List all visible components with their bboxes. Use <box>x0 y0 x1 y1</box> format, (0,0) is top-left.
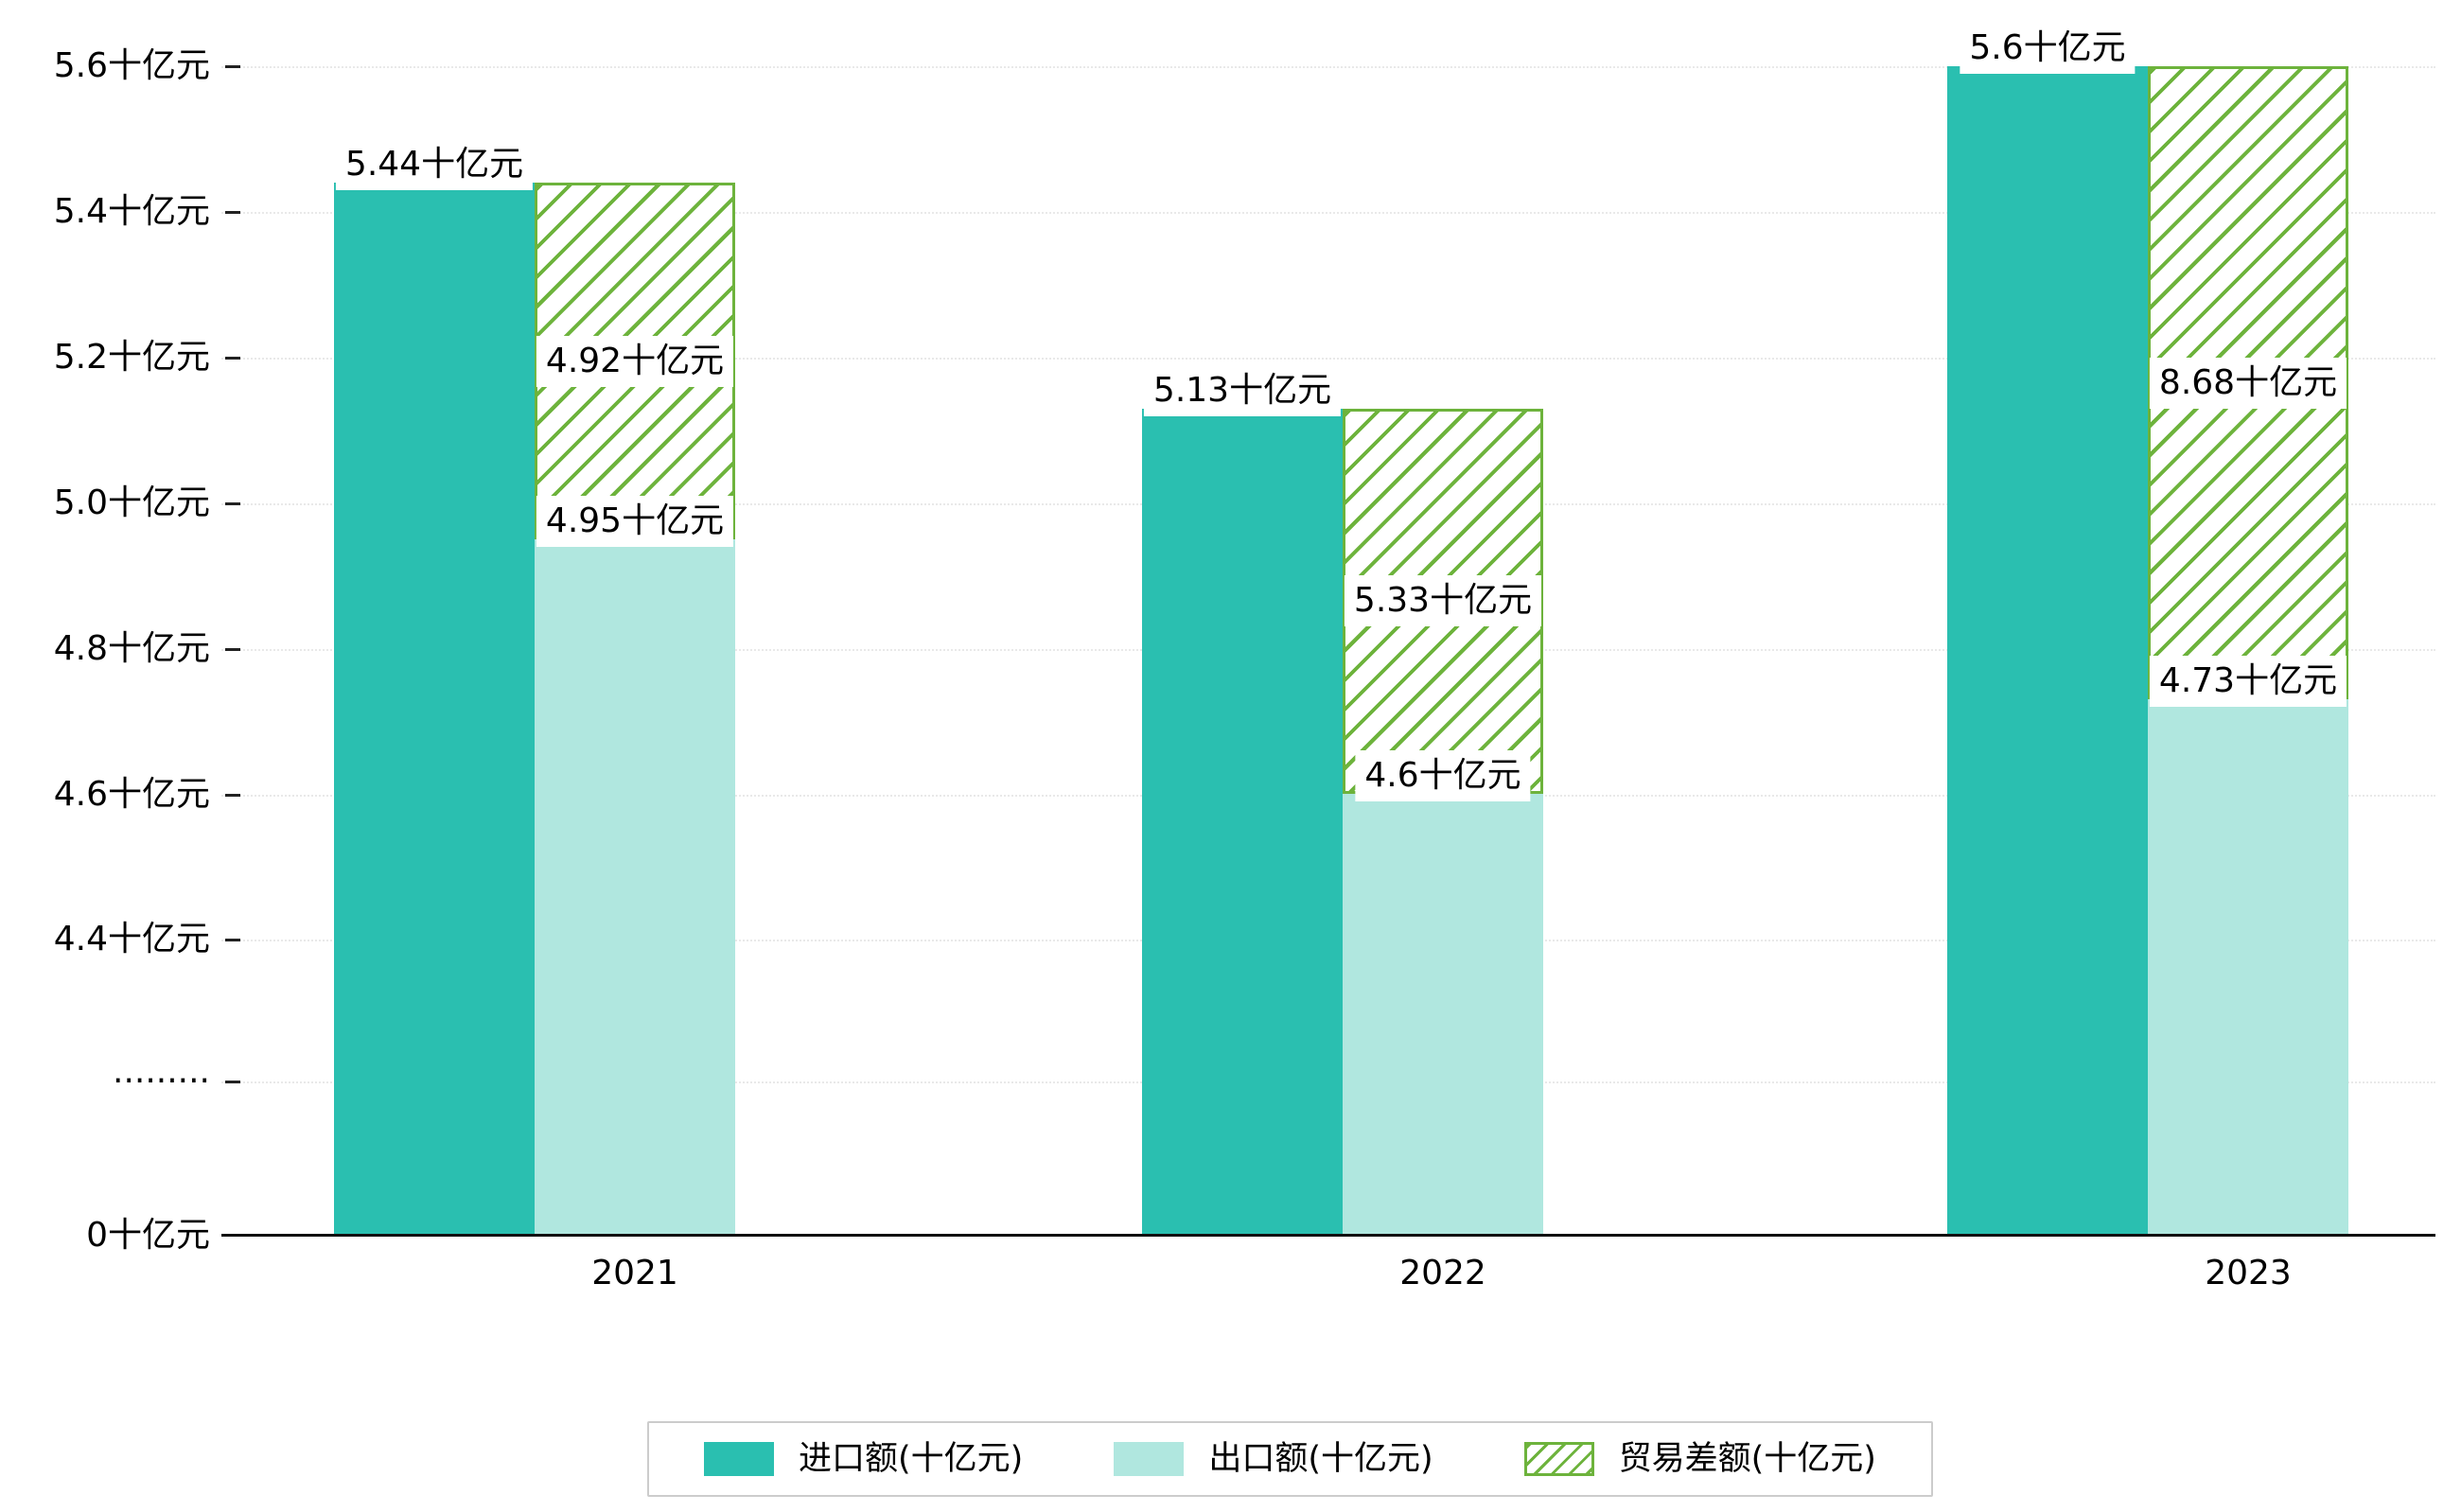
import-value-label: 5.6十亿元 <box>1960 23 2136 75</box>
y-gridline <box>221 358 2435 360</box>
y-axis-tick-label: 5.0十亿元 <box>53 483 210 522</box>
y-axis-tick-label: 4.4十亿元 <box>53 920 210 958</box>
legend-label: 进口额(十亿元) <box>799 1439 1024 1478</box>
x-axis-tick-label: 2022 <box>1399 1254 1486 1292</box>
legend-label: 贸易差额(十亿元) <box>1618 1439 1876 1478</box>
import-bar <box>1142 408 1343 1236</box>
y-axis-tick-mark <box>225 211 240 214</box>
legend-item-1: 出口额(十亿元) <box>1114 1442 1433 1476</box>
y-axis-tick-mark <box>225 794 240 797</box>
legend-swatch-hatched <box>1523 1442 1594 1476</box>
export-bar <box>2148 699 2348 1236</box>
y-axis-tick-mark <box>225 65 240 68</box>
y-axis-tick-mark <box>225 648 240 651</box>
legend-item-2: 贸易差额(十亿元) <box>1523 1439 1876 1478</box>
y-axis-tick-mark <box>225 1081 240 1083</box>
y-axis-tick-mark <box>225 502 240 505</box>
y-axis-tick-label: 0十亿元 <box>86 1216 210 1255</box>
legend-label: 出口额(十亿元) <box>1208 1439 1433 1478</box>
x-axis-tick-label: 2021 <box>591 1254 678 1292</box>
export-bar <box>1343 794 1543 1236</box>
y-gridline <box>221 66 2435 68</box>
trade-balance-value-label: 8.68十亿元 <box>2149 357 2347 409</box>
y-axis-tick-label: ········· <box>113 1062 210 1100</box>
y-axis-tick-label: 4.6十亿元 <box>53 775 210 814</box>
y-axis-tick-label: 5.6十亿元 <box>53 46 210 85</box>
y-axis-tick-label: 5.4十亿元 <box>53 192 210 231</box>
import-value-label: 5.13十亿元 <box>1143 364 1342 416</box>
y-axis-tick-label: 5.2十亿元 <box>53 338 210 377</box>
y-axis-tick-mark <box>225 939 240 941</box>
x-axis-tick-label: 2023 <box>2205 1254 2292 1292</box>
export-value-label: 4.6十亿元 <box>1355 750 1531 802</box>
import-bar <box>334 183 535 1236</box>
y-axis-tick-label: 4.8十亿元 <box>53 629 210 668</box>
y-axis-tick-mark <box>225 357 240 360</box>
legend-swatch-solid <box>704 1442 774 1476</box>
import-value-label: 5.44十亿元 <box>335 139 534 191</box>
import-bar <box>1947 66 2148 1236</box>
trade-balance-value-label: 4.92十亿元 <box>536 335 734 387</box>
legend-swatch-solid <box>1114 1442 1185 1476</box>
trade-balance-value-label: 5.33十亿元 <box>1344 575 1542 627</box>
export-value-label: 4.95十亿元 <box>536 496 734 548</box>
export-bar <box>535 539 735 1236</box>
chart-legend: 进口额(十亿元) 出口额(十亿元) 贸易差额(十亿元) <box>647 1421 1933 1497</box>
export-value-label: 4.73十亿元 <box>2149 656 2347 708</box>
y-gridline <box>221 212 2435 214</box>
x-axis-line <box>221 1234 2435 1237</box>
legend-item-0: 进口额(十亿元) <box>704 1442 1023 1476</box>
